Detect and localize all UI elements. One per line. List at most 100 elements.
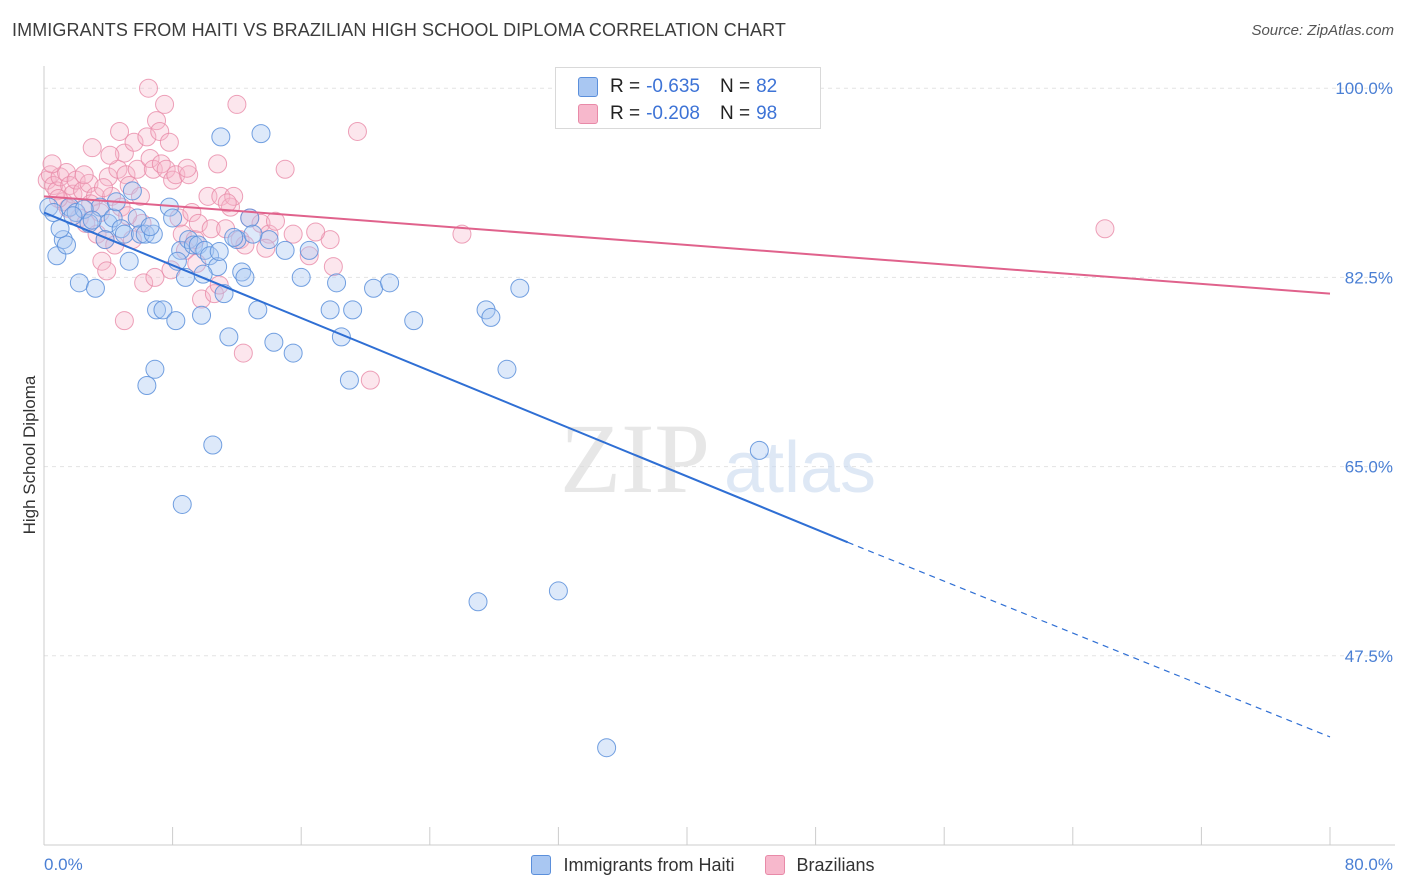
- brazilians-point: [137, 127, 157, 147]
- brazilians-point: [201, 219, 221, 239]
- series-legend: Immigrants from Haiti Brazilians: [0, 852, 1406, 878]
- brazilians-point: [140, 148, 160, 168]
- brazilians-point: [93, 178, 113, 198]
- haiti-point: [264, 332, 284, 352]
- brazilians-legend-swatch: [764, 855, 785, 875]
- brazilians-point: [134, 273, 154, 293]
- haiti-point: [251, 124, 271, 144]
- brazilians-legend-label: Brazilians: [796, 854, 875, 875]
- n-label: N =: [719, 76, 751, 97]
- haiti-point: [211, 127, 231, 147]
- haiti-legend-swatch: [531, 855, 552, 875]
- y-tick-label: 65.0%: [1345, 458, 1393, 477]
- haiti-point: [749, 440, 769, 460]
- brazilians-point: [116, 165, 136, 185]
- haiti-point: [57, 235, 77, 255]
- haiti-point: [183, 235, 203, 255]
- haiti-point: [327, 273, 347, 293]
- y-tick-label: 100.0%: [1335, 79, 1393, 98]
- brazilians-point: [47, 181, 67, 201]
- brazilians-point: [147, 111, 167, 131]
- brazilians-point: [145, 267, 165, 287]
- brazilians-point: [92, 251, 112, 271]
- axes: [43, 66, 1395, 846]
- legend-row-haiti: R = -0.635 N = 82: [578, 75, 777, 99]
- brazilians-point: [138, 78, 158, 98]
- brazilians-point: [124, 132, 144, 152]
- haiti-point: [145, 359, 165, 379]
- watermark-zip: ZIP: [560, 403, 710, 514]
- chart-title: IMMIGRANTS FROM HAITI VS BRAZILIAN HIGH …: [12, 20, 786, 40]
- watermark-atlas: atlas: [724, 428, 876, 508]
- haiti-point: [114, 224, 134, 244]
- haiti-point: [364, 278, 384, 298]
- brazilians-point: [208, 154, 228, 174]
- haiti-point: [283, 343, 303, 363]
- haiti-point: [299, 240, 319, 260]
- brazilians-point: [169, 208, 189, 228]
- brazilians-point: [275, 159, 295, 179]
- haiti-point: [140, 217, 160, 237]
- legend-item-brazilians: Brazilians: [764, 854, 875, 876]
- haiti-point: [79, 213, 99, 233]
- haiti-legend-label: Immigrants from Haiti: [563, 854, 735, 875]
- haiti-point: [380, 273, 400, 293]
- haiti-point: [192, 305, 212, 325]
- tick-labels: 100.0% 82.5% 65.0% 47.5% 0.0% 80.0%: [44, 79, 1393, 874]
- haiti-point: [200, 246, 220, 266]
- brazilians-points: [37, 78, 1115, 390]
- haiti-point: [172, 494, 192, 514]
- haiti-point: [203, 435, 223, 455]
- haiti-point: [339, 370, 359, 390]
- brazilians-point: [97, 261, 117, 281]
- haiti-point: [224, 227, 244, 247]
- brazilians-point: [360, 370, 380, 390]
- haiti-trend-extension: [847, 541, 1331, 738]
- brazilians-point: [204, 284, 224, 304]
- haiti-trend-line: [43, 211, 849, 544]
- brazilians-point: [42, 154, 62, 174]
- legend-item-haiti: Immigrants from Haiti: [531, 854, 735, 876]
- haiti-point: [69, 273, 89, 293]
- brazilians-point: [452, 224, 472, 244]
- brazilians-trend-line: [43, 195, 1331, 295]
- haiti-point: [291, 267, 311, 287]
- brazilians-point: [323, 257, 343, 277]
- haiti-point: [47, 246, 67, 266]
- haiti-point: [259, 230, 279, 250]
- haiti-point: [143, 224, 163, 244]
- y-tick-label: 47.5%: [1345, 647, 1393, 666]
- brazilians-point: [188, 213, 208, 233]
- haiti-point: [111, 219, 131, 239]
- haiti-point: [163, 208, 183, 228]
- brazilians-point: [251, 213, 271, 233]
- haiti-point: [404, 311, 424, 331]
- brazilians-point: [299, 246, 319, 266]
- haiti-point: [243, 224, 263, 244]
- brazilians-point: [159, 132, 179, 152]
- brazilians-point: [114, 143, 134, 163]
- brazilians-point: [192, 289, 212, 309]
- r-value: -0.635: [646, 76, 700, 97]
- watermark: ZIP atlas: [560, 403, 876, 514]
- x-tick-label: 0.0%: [44, 855, 83, 874]
- haiti-point: [343, 300, 363, 320]
- haiti-point: [232, 262, 252, 282]
- brazilians-point: [156, 159, 176, 179]
- legend-row-brazilians: R = -0.208 N = 98: [578, 102, 777, 126]
- grid: [44, 87, 1395, 657]
- haiti-point: [103, 208, 123, 228]
- haiti-point: [153, 300, 173, 320]
- brazilians-point: [306, 222, 326, 242]
- haiti-point: [122, 181, 142, 201]
- n-label: N =: [719, 103, 751, 124]
- haiti-point: [171, 240, 191, 260]
- haiti-point: [119, 251, 139, 271]
- trend-lines: [43, 195, 1331, 738]
- haiti-swatch: [578, 77, 598, 97]
- haiti-point: [597, 738, 617, 758]
- haiti-point: [219, 327, 239, 347]
- brazilians-point: [227, 94, 247, 114]
- brazilians-point: [283, 224, 303, 244]
